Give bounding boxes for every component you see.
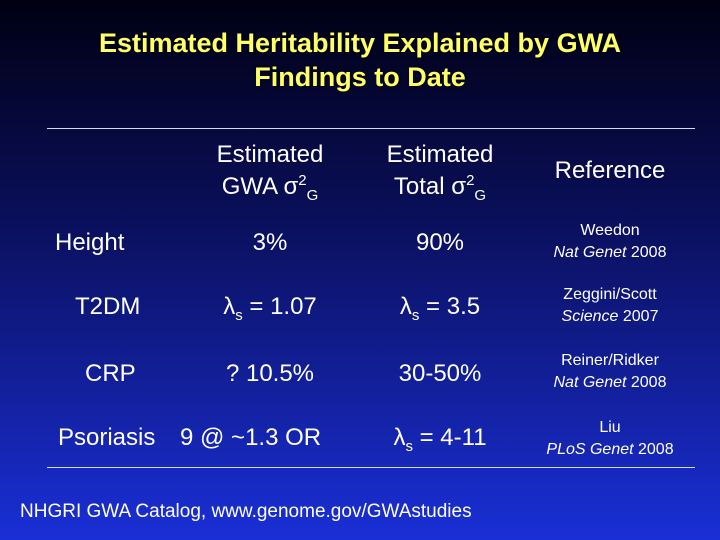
slide-title-line-1: Estimated Heritability Explained by GWA: [98, 28, 622, 58]
row-height-trait: Height: [55, 229, 125, 256]
header-total: Estimated Total σ2G: [360, 139, 520, 203]
slide-title: Estimated Heritability Explained by GWA …: [0, 26, 720, 94]
header-total-line-2: Total σ2G: [393, 172, 487, 204]
header-total-line-1: Estimated: [386, 141, 494, 168]
table-bottom-rule: [47, 467, 695, 468]
row-height-reference: Weedon Nat Genet 2008: [520, 220, 700, 264]
row-psoriasis-ref-author: Liu: [599, 419, 621, 436]
row-crp-total: 30-50%: [398, 360, 482, 387]
row-psoriasis-trait: Psoriasis: [58, 424, 156, 451]
row-psoriasis-reference: Liu PLoS Genet 2008: [520, 417, 700, 461]
header-gwa-line-2: GWA σ2G: [221, 172, 319, 204]
header-gwa-line-1: Estimated: [216, 141, 324, 168]
header-gwa: Estimated GWA σ2G: [190, 139, 350, 203]
row-crp-ref-author: Reiner/Ridker: [561, 352, 659, 369]
row-t2dm-ref-author: Zeggini/Scott: [563, 286, 657, 303]
source-footnote: NHGRI GWA Catalog, www.genome.gov/GWAstu…: [20, 501, 472, 522]
row-psoriasis-ref-citation: PLoS Genet 2008: [546, 441, 674, 458]
row-height-gwa: 3%: [252, 229, 288, 256]
row-height-total: 90%: [415, 229, 465, 256]
row-crp-ref-citation: Nat Genet 2008: [553, 374, 667, 391]
row-crp-gwa: ? 10.5%: [225, 360, 315, 387]
row-t2dm-trait: T2DM: [75, 293, 141, 320]
row-crp-trait: CRP: [85, 360, 136, 387]
row-psoriasis-gwa: 9 @ ~1.3 OR: [180, 424, 322, 451]
row-t2dm-total: λs = 3.5: [399, 293, 481, 324]
row-t2dm-reference: Zeggini/Scott Science 2007: [520, 284, 700, 328]
table-top-rule: [47, 128, 695, 129]
row-height-ref-author: Weedon: [580, 222, 640, 239]
slide-title-line-2: Findings to Date: [254, 62, 466, 92]
row-t2dm-ref-citation: Science 2007: [561, 308, 659, 325]
header-reference: Reference: [554, 157, 666, 184]
row-psoriasis-total: λs = 4-11: [393, 424, 487, 455]
row-height-ref-citation: Nat Genet 2008: [553, 244, 667, 261]
row-t2dm-gwa: λs = 1.07: [223, 293, 317, 324]
row-crp-reference: Reiner/Ridker Nat Genet 2008: [520, 350, 700, 394]
